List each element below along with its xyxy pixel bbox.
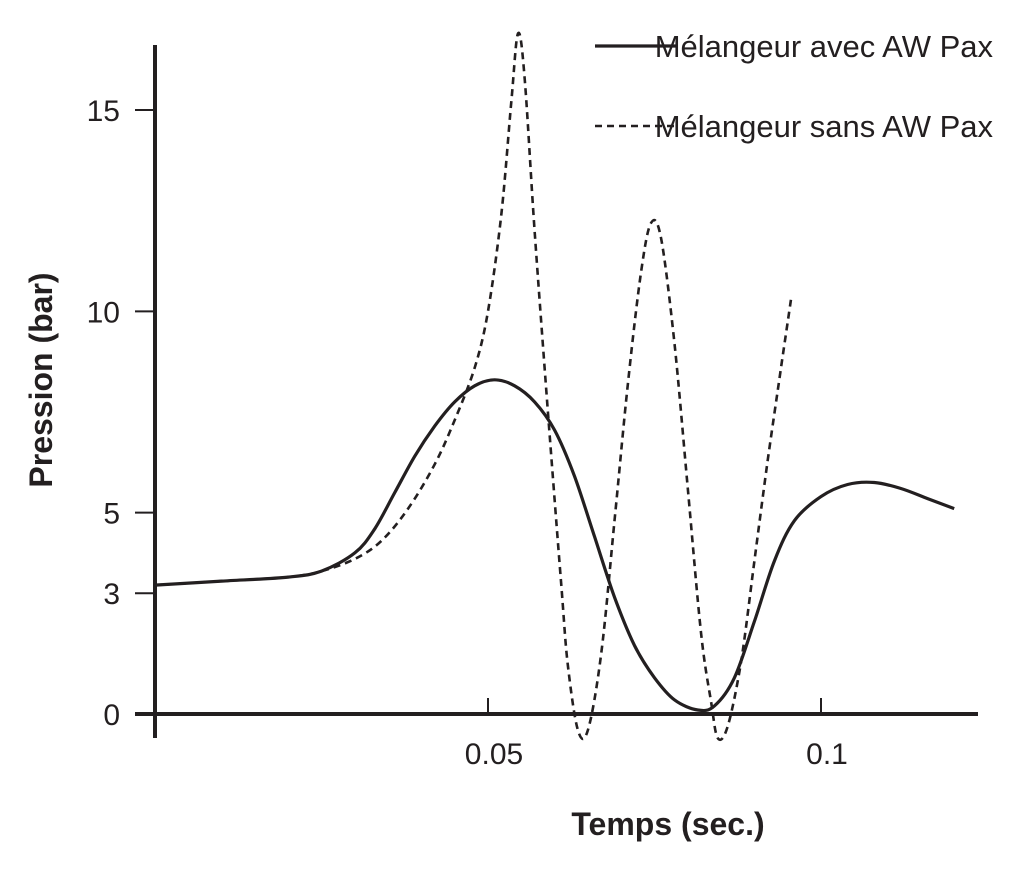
x-axis-title: Temps (sec.)	[571, 806, 764, 842]
y-tick-label: 0	[103, 699, 120, 732]
y-tick-label: 5	[103, 498, 120, 531]
series-line-avec-aw-pax	[154, 378, 955, 713]
legend: Mélangeur avec AW Pax Mélangeur sans AW P…	[595, 29, 993, 144]
x-tick-label: 0.1	[806, 738, 848, 771]
y-tick-label: 15	[87, 95, 120, 128]
legend-label: Mélangeur avec AW Pax	[655, 29, 994, 64]
y-axis-title: Pression (bar)	[23, 272, 59, 487]
x-tick-label: 0.05	[465, 738, 523, 771]
y-tick-label: 3	[103, 578, 120, 611]
y-tick-label: 10	[87, 296, 120, 329]
legend-label: Mélangeur sans AW Pax	[655, 109, 994, 144]
series-line-sans-aw-pax	[154, 31, 793, 742]
